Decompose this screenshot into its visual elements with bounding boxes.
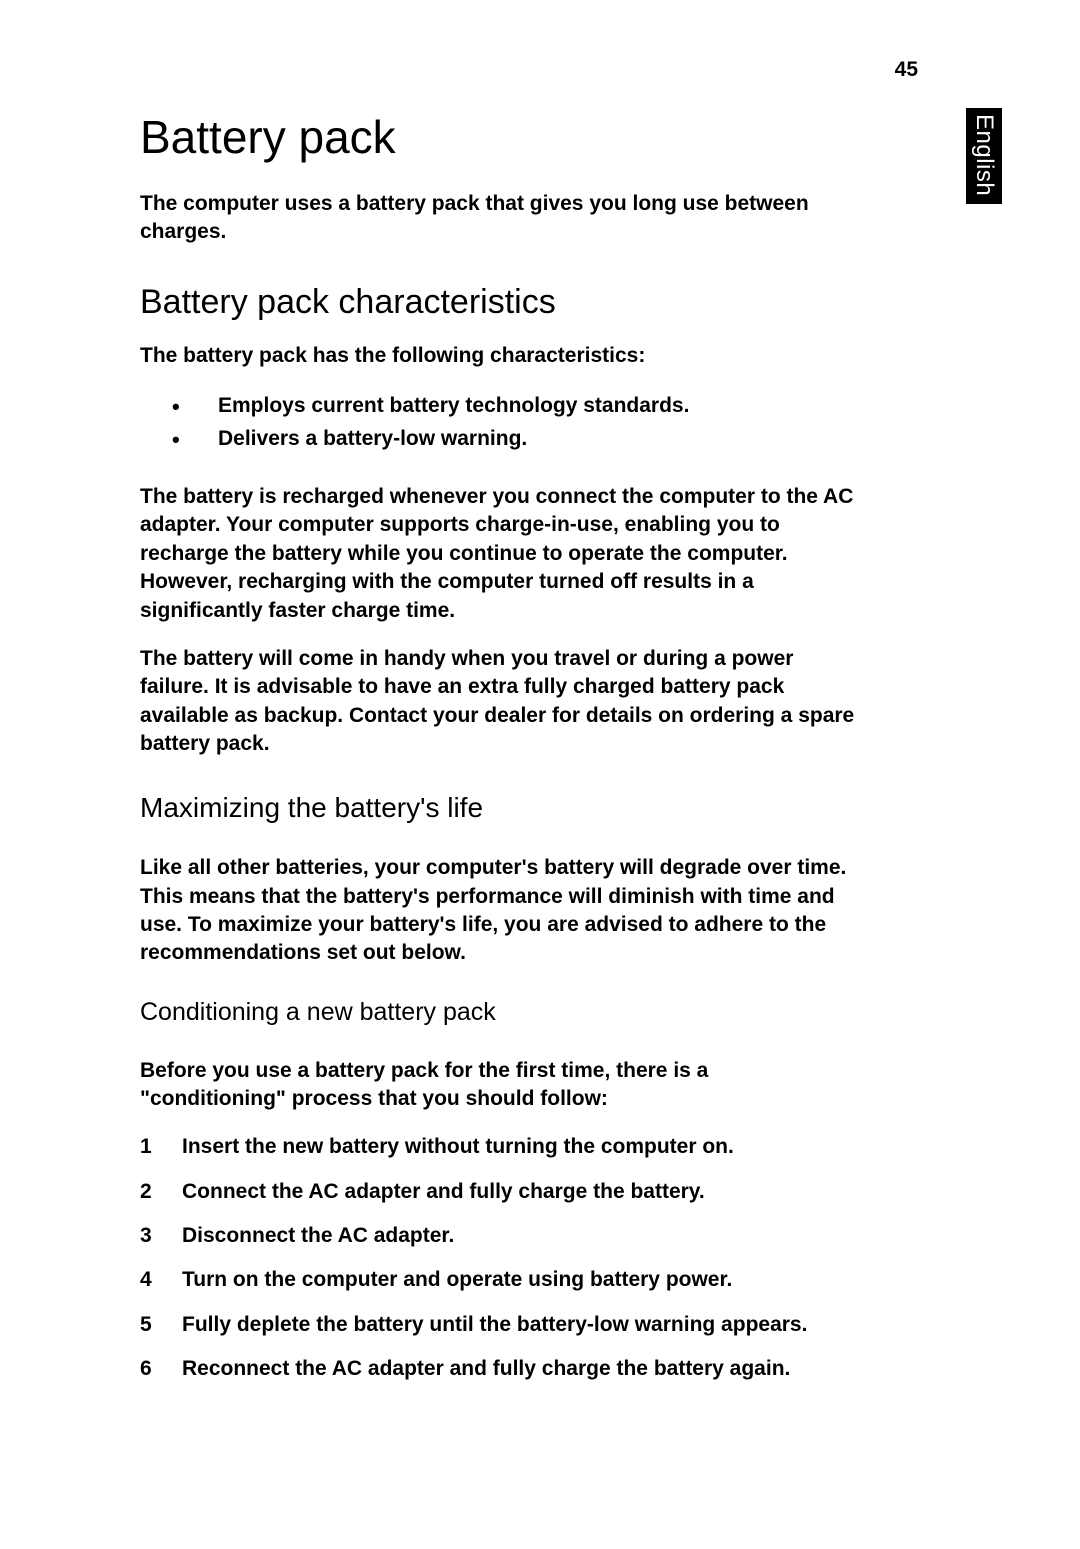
characteristics-list: Employs current battery technology stand… <box>140 390 860 455</box>
intro-paragraph: The computer uses a battery pack that gi… <box>140 190 860 247</box>
heading-4: Conditioning a new battery pack <box>140 998 860 1027</box>
list-item: Disconnect the AC adapter. <box>140 1222 860 1250</box>
list-item: Turn on the computer and operate using b… <box>140 1266 860 1294</box>
list-item: Insert the new battery without turning t… <box>140 1133 860 1161</box>
page-number: 45 <box>895 58 918 82</box>
heading-2: Battery pack characteristics <box>140 283 860 322</box>
characteristics-p1: The battery is recharged whenever you co… <box>140 483 860 625</box>
maximize-p1: Like all other batteries, your computer'… <box>140 854 860 967</box>
characteristics-intro: The battery pack has the following chara… <box>140 342 860 370</box>
list-item: Connect the AC adapter and fully charge … <box>140 1178 860 1206</box>
list-item: Fully deplete the battery until the batt… <box>140 1311 860 1339</box>
language-tab: English <box>966 108 1002 204</box>
list-item: Employs current battery technology stand… <box>140 390 860 423</box>
heading-1: Battery pack <box>140 110 860 164</box>
page-content: Battery pack The computer uses a battery… <box>140 58 860 1399</box>
characteristics-p2: The battery will come in handy when you … <box>140 645 860 758</box>
list-item: Delivers a battery-low warning. <box>140 423 860 456</box>
conditioning-steps: Insert the new battery without turning t… <box>140 1133 860 1383</box>
list-item: Reconnect the AC adapter and fully charg… <box>140 1355 860 1383</box>
conditioning-intro: Before you use a battery pack for the fi… <box>140 1057 860 1114</box>
heading-3: Maximizing the battery's life <box>140 792 860 824</box>
